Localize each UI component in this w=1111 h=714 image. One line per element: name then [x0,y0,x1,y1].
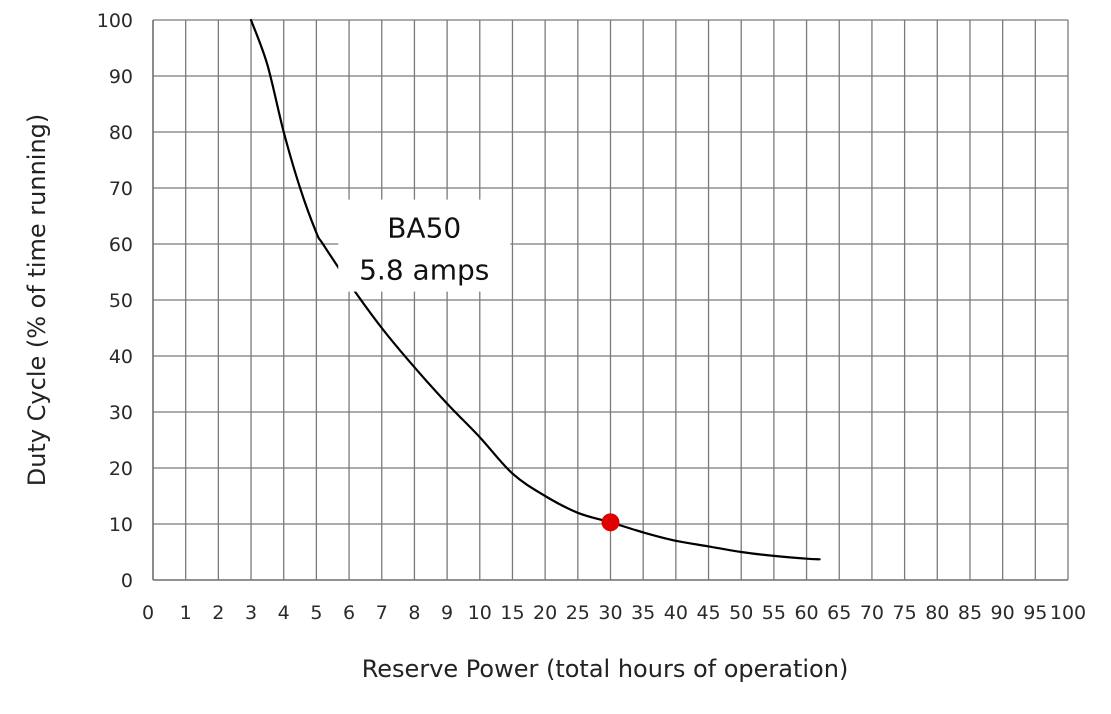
x-tick-label: 7 [376,602,388,624]
x-tick-label: 0 [142,602,154,624]
y-axis-title: Duty Cycle (% of time running) [23,114,51,487]
x-tick-label: 20 [533,602,557,624]
y-tick-label: 100 [97,10,133,32]
x-tick-label: 60 [794,602,818,624]
y-tick-label: 60 [109,234,133,256]
x-tick-label: 70 [860,602,884,624]
y-tick-labels: 0 10 20 30 40 50 60 70 80 90 100 [97,10,133,592]
x-tick-label: 4 [278,602,290,624]
x-tick-label: 75 [893,602,917,624]
x-tick-label: 8 [408,602,420,624]
x-tick-labels: 0 1 2 3 4 5 6 7 8 9 10 15 20 25 30 35 40 45 50 55 60 65 70 75 80… [142,602,1086,624]
y-tick-label: 10 [109,514,133,536]
x-tick-label: 95 [1023,602,1047,624]
annotation-line-2: 5.8 amps [359,254,489,287]
x-tick-label: 15 [500,602,524,624]
x-tick-label: 30 [598,602,622,624]
y-tick-label: 20 [109,458,133,480]
x-tick-label: 100 [1050,602,1086,624]
highlight-point [601,513,620,532]
x-tick-label: 25 [566,602,590,624]
x-tick-label: 40 [664,602,688,624]
x-tick-label: 1 [180,602,192,624]
axes [152,20,1068,581]
annotation-line-1: BA50 [387,212,461,245]
y-tick-label: 90 [109,66,133,88]
annotation: BA50 5.8 amps [338,199,511,292]
x-tick-label: 9 [441,602,453,624]
y-tick-label: 0 [121,570,133,592]
y-tick-label: 40 [109,346,133,368]
x-tick-label: 80 [925,602,949,624]
x-tick-label: 85 [958,602,982,624]
x-tick-label: 35 [631,602,655,624]
x-axis-title: Reserve Power (total hours of operation) [362,655,849,683]
x-tick-label: 6 [343,602,355,624]
x-tick-label: 5 [310,602,322,624]
x-tick-label: 90 [991,602,1015,624]
x-tick-label: 10 [468,602,492,624]
y-tick-label: 30 [109,402,133,424]
annotation-background [338,199,511,292]
x-tick-label: 2 [212,602,224,624]
x-tick-label: 55 [762,602,786,624]
x-tick-label: 50 [729,602,753,624]
x-tick-label: 65 [827,602,851,624]
series-line [249,18,821,561]
x-tick-label: 3 [245,602,257,624]
y-tick-label: 80 [109,122,133,144]
x-tick-label: 45 [696,602,720,624]
grid [152,19,1069,581]
y-tick-label: 70 [109,178,133,200]
y-tick-label: 50 [109,290,133,312]
